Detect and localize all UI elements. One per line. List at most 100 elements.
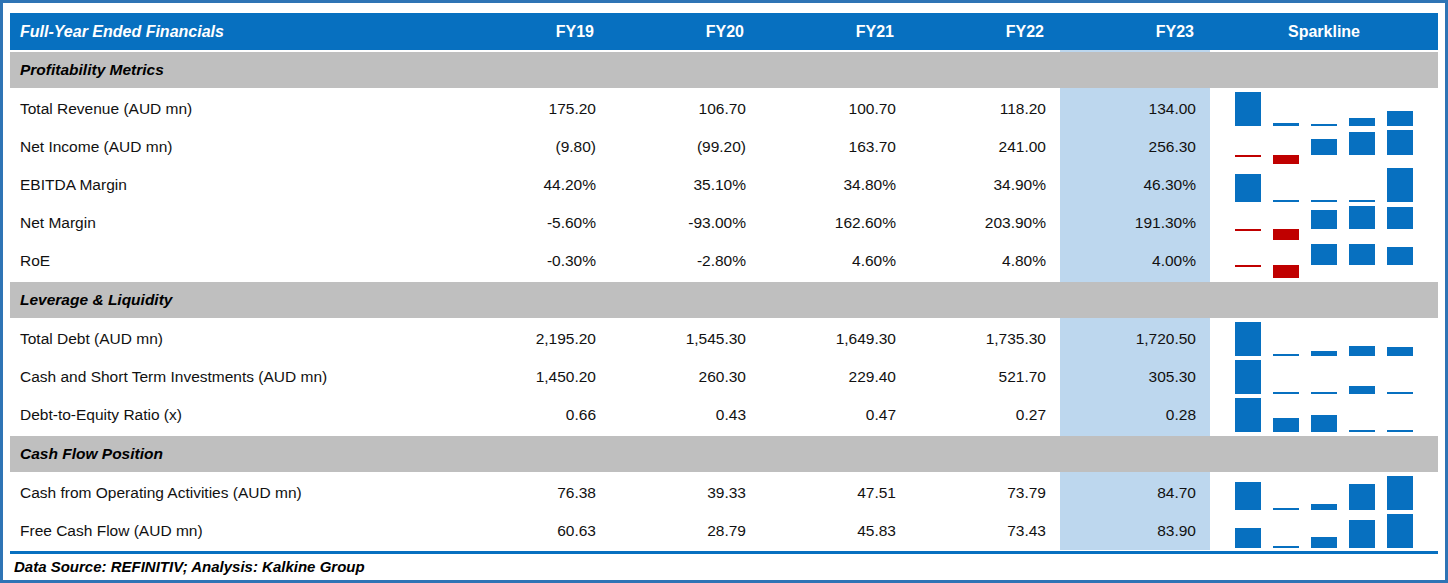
spark-bar-negative [1273, 265, 1299, 278]
table-row: Total Debt (AUD mn)2,195.201,545.301,649… [10, 320, 1438, 358]
sparkline [1210, 166, 1438, 204]
spark-bar-positive [1387, 130, 1413, 155]
value-cell-fy20: -93.00% [610, 204, 760, 242]
value-cell-fy20: 0.43 [610, 396, 760, 434]
value-cell-fy23: 305.30 [1060, 358, 1210, 396]
spark-bar-positive [1349, 484, 1375, 510]
value-cell-fy20: (99.20) [610, 128, 760, 166]
value-cell-fy21: 45.83 [760, 512, 910, 550]
value-cell-fy20: 28.79 [610, 512, 760, 550]
spark-bar-positive [1311, 537, 1337, 548]
row-label: Cash from Operating Activities (AUD mn) [10, 474, 460, 512]
spark-bar-negative [1235, 265, 1261, 267]
sparkline [1210, 474, 1438, 512]
row-label: Debt-to-Equity Ratio (x) [10, 396, 460, 434]
spark-bar-positive [1235, 92, 1261, 126]
spark-bar-positive [1235, 398, 1261, 432]
spark-bar-positive [1349, 346, 1375, 356]
value-cell-fy22: 34.90% [910, 166, 1060, 204]
spark-bar-positive [1273, 123, 1299, 126]
footer-note: Data Source: REFINITIV; Analysis: Kalkin… [10, 554, 1438, 579]
value-cell-fy21: 4.60% [760, 242, 910, 280]
table-row: Net Margin-5.60%-93.00%162.60%203.90%191… [10, 204, 1438, 242]
col-header-fy20: FY20 [610, 13, 760, 50]
spark-bar-positive [1311, 210, 1337, 229]
value-cell-fy22: 203.90% [910, 204, 1060, 242]
spark-bar-positive [1349, 244, 1375, 265]
value-cell-fy19: 0.66 [460, 396, 610, 434]
value-cell-fy23: 84.70 [1060, 474, 1210, 512]
table-row: Cash from Operating Activities (AUD mn)7… [10, 474, 1438, 512]
value-cell-fy23: 46.30% [1060, 166, 1210, 204]
spark-bar-negative [1273, 229, 1299, 240]
row-label: Total Revenue (AUD mn) [10, 90, 460, 128]
value-cell-fy22: 118.20 [910, 90, 1060, 128]
value-cell-fy20: -2.80% [610, 242, 760, 280]
sparkline [1210, 90, 1438, 128]
spark-bar-positive [1387, 430, 1413, 432]
value-cell-fy21: 1,649.30 [760, 320, 910, 358]
value-cell-fy23: 4.00% [1060, 242, 1210, 280]
section-band: Leverage & Liquidity [10, 282, 1438, 318]
section-band: Cash Flow Position [10, 436, 1438, 472]
col-header-fy23: FY23 [1060, 13, 1210, 50]
spark-bar-positive [1387, 207, 1413, 229]
value-cell-fy19: 44.20% [460, 166, 610, 204]
value-cell-fy22: 0.27 [910, 396, 1060, 434]
table-row: EBITDA Margin44.20%35.10%34.80%34.90%46.… [10, 166, 1438, 204]
report-frame: Full-Year Ended Financials FY19 FY20 FY2… [0, 0, 1448, 583]
value-cell-fy21: 162.60% [760, 204, 910, 242]
value-cell-fy23: 256.30 [1060, 128, 1210, 166]
financials-table: Full-Year Ended Financials FY19 FY20 FY2… [10, 13, 1438, 550]
spark-bar-positive [1235, 174, 1261, 202]
value-cell-fy22: 521.70 [910, 358, 1060, 396]
sparkline [1210, 204, 1438, 242]
spark-bar-positive [1311, 124, 1337, 126]
row-label: Cash and Short Term Investments (AUD mn) [10, 358, 460, 396]
sparkline [1210, 396, 1438, 434]
value-cell-fy19: 175.20 [460, 90, 610, 128]
spark-bar-positive [1387, 476, 1413, 510]
sparkline [1210, 242, 1438, 280]
row-label: EBITDA Margin [10, 166, 460, 204]
value-cell-fy20: 1,545.30 [610, 320, 760, 358]
col-header-fy22: FY22 [910, 13, 1060, 50]
spark-bar-positive [1311, 415, 1337, 432]
value-cell-fy20: 260.30 [610, 358, 760, 396]
spark-bar-positive [1311, 244, 1337, 265]
spark-bar-positive [1235, 482, 1261, 510]
value-cell-fy20: 35.10% [610, 166, 760, 204]
table-title: Full-Year Ended Financials [10, 13, 460, 50]
spark-bar-negative [1273, 155, 1299, 164]
spark-bar-positive [1273, 392, 1299, 394]
value-cell-fy23: 0.28 [1060, 396, 1210, 434]
spark-bar-positive [1387, 247, 1413, 265]
spark-bar-positive [1235, 322, 1261, 356]
spark-bar-positive [1349, 206, 1375, 229]
value-cell-fy21: 47.51 [760, 474, 910, 512]
spark-bar-positive [1349, 520, 1375, 548]
spark-bar-positive [1273, 546, 1299, 548]
spark-bar-positive [1311, 139, 1337, 155]
value-cell-fy19: (9.80) [460, 128, 610, 166]
sparkline [1210, 128, 1438, 166]
value-cell-fy21: 34.80% [760, 166, 910, 204]
value-cell-fy21: 0.47 [760, 396, 910, 434]
spark-bar-positive [1273, 354, 1299, 356]
spark-bar-negative [1235, 155, 1261, 157]
spark-bar-positive [1349, 430, 1375, 432]
spark-bar-positive [1349, 200, 1375, 202]
value-cell-fy20: 39.33 [610, 474, 760, 512]
spark-bar-positive [1387, 111, 1413, 126]
table-row: Free Cash Flow (AUD mn)60.6328.7945.8373… [10, 512, 1438, 550]
sparkline [1210, 512, 1438, 550]
value-cell-fy21: 163.70 [760, 128, 910, 166]
spark-bar-positive [1273, 200, 1299, 202]
row-label: RoE [10, 242, 460, 280]
table-header-row: Full-Year Ended Financials FY19 FY20 FY2… [10, 13, 1438, 50]
value-cell-fy19: 60.63 [460, 512, 610, 550]
value-cell-fy22: 1,735.30 [910, 320, 1060, 358]
spark-bar-positive [1311, 392, 1337, 394]
spark-bar-positive [1235, 528, 1261, 548]
table-row: RoE-0.30%-2.80%4.60%4.80%4.00% [10, 242, 1438, 280]
